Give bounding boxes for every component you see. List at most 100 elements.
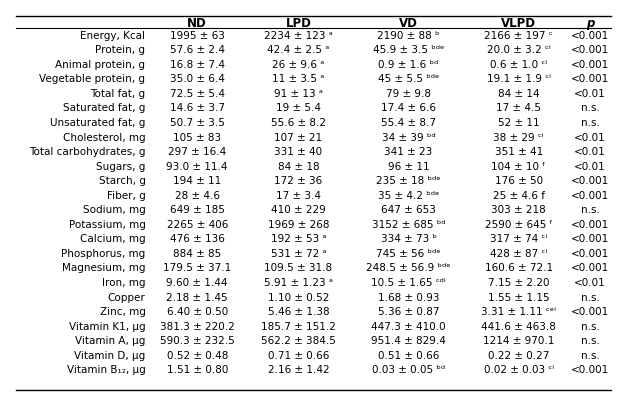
Text: <0.001: <0.001: [571, 74, 609, 84]
Text: Starch, g: Starch, g: [99, 176, 146, 186]
Text: n.s.: n.s.: [581, 118, 600, 128]
Text: 20.0 ± 3.2 ᶜⁱ: 20.0 ± 3.2 ᶜⁱ: [487, 45, 550, 55]
Text: 160.6 ± 72.1: 160.6 ± 72.1: [484, 263, 553, 273]
Text: 2190 ± 88 ᵇ: 2190 ± 88 ᵇ: [377, 31, 440, 41]
Text: 3.31 ± 1.11 ᶜᵉⁱ: 3.31 ± 1.11 ᶜᵉⁱ: [481, 307, 556, 317]
Text: 1995 ± 63: 1995 ± 63: [170, 31, 225, 41]
Text: <0.001: <0.001: [571, 176, 609, 186]
Text: Zinc, mg: Zinc, mg: [99, 307, 146, 317]
Text: 0.9 ± 1.6 ᵇᵈ: 0.9 ± 1.6 ᵇᵈ: [378, 60, 439, 70]
Text: 14.6 ± 3.7: 14.6 ± 3.7: [170, 103, 225, 113]
Text: 0.71 ± 0.66: 0.71 ± 0.66: [268, 351, 329, 361]
Text: 1.55 ± 1.15: 1.55 ± 1.15: [488, 293, 550, 302]
Text: <0.001: <0.001: [571, 220, 609, 230]
Text: Sodium, mg: Sodium, mg: [83, 205, 146, 215]
Text: 107 ± 21: 107 ± 21: [275, 133, 323, 142]
Text: Calcium, mg: Calcium, mg: [80, 234, 146, 244]
Text: 341 ± 23: 341 ± 23: [384, 147, 433, 157]
Text: 476 ± 136: 476 ± 136: [170, 234, 225, 244]
Text: 91 ± 13 ᵃ: 91 ± 13 ᵃ: [274, 89, 323, 99]
Text: 0.03 ± 0.05 ᵇᵈ: 0.03 ± 0.05 ᵇᵈ: [372, 365, 445, 375]
Text: VD: VD: [399, 17, 418, 30]
Text: 351 ± 41: 351 ± 41: [495, 147, 543, 157]
Text: 428 ± 87 ᶜⁱ: 428 ± 87 ᶜⁱ: [490, 249, 547, 259]
Text: <0.001: <0.001: [571, 263, 609, 273]
Text: 11 ± 3.5 ᵃ: 11 ± 3.5 ᵃ: [272, 74, 325, 84]
Text: 334 ± 73 ᵇ: 334 ± 73 ᵇ: [381, 234, 437, 244]
Text: <0.001: <0.001: [571, 307, 609, 317]
Text: 317 ± 74 ᶜⁱ: 317 ± 74 ᶜⁱ: [490, 234, 547, 244]
Text: 590.3 ± 232.5: 590.3 ± 232.5: [160, 336, 234, 346]
Text: Fiber, g: Fiber, g: [107, 191, 146, 201]
Text: 0.02 ± 0.03 ᶜⁱ: 0.02 ± 0.03 ᶜⁱ: [484, 365, 553, 375]
Text: 297 ± 16.4: 297 ± 16.4: [168, 147, 226, 157]
Text: 19 ± 5.4: 19 ± 5.4: [276, 103, 321, 113]
Text: 2.16 ± 1.42: 2.16 ± 1.42: [268, 365, 329, 375]
Text: <0.01: <0.01: [574, 133, 606, 142]
Text: 9.60 ± 1.44: 9.60 ± 1.44: [167, 278, 228, 288]
Text: 331 ± 40: 331 ± 40: [275, 147, 323, 157]
Text: 17 ± 3.4: 17 ± 3.4: [276, 191, 321, 201]
Text: 248.5 ± 56.9 ᵇᵈᵉ: 248.5 ± 56.9 ᵇᵈᵉ: [366, 263, 451, 273]
Text: 109.5 ± 31.8: 109.5 ± 31.8: [264, 263, 333, 273]
Text: Vitamin D, μg: Vitamin D, μg: [74, 351, 146, 361]
Text: 194 ± 11: 194 ± 11: [173, 176, 222, 186]
Text: Energy, Kcal: Energy, Kcal: [80, 31, 146, 41]
Text: 52 ± 11: 52 ± 11: [498, 118, 539, 128]
Text: Vegetable protein, g: Vegetable protein, g: [39, 74, 146, 84]
Text: 0.22 ± 0.27: 0.22 ± 0.27: [488, 351, 549, 361]
Text: 93.0 ± 11.4: 93.0 ± 11.4: [167, 162, 228, 172]
Text: Potassium, mg: Potassium, mg: [68, 220, 146, 230]
Text: 10.5 ± 1.65 ᶜᵈⁱ: 10.5 ± 1.65 ᶜᵈⁱ: [371, 278, 446, 288]
Text: 303 ± 218: 303 ± 218: [491, 205, 546, 215]
Text: 57.6 ± 2.4: 57.6 ± 2.4: [170, 45, 225, 55]
Text: 235 ± 18 ᵇᵈᵉ: 235 ± 18 ᵇᵈᵉ: [376, 176, 441, 186]
Text: 1214 ± 970.1: 1214 ± 970.1: [483, 336, 554, 346]
Text: 2590 ± 645 ᶠ: 2590 ± 645 ᶠ: [485, 220, 553, 230]
Text: <0.001: <0.001: [571, 191, 609, 201]
Text: 1.10 ± 0.52: 1.10 ± 0.52: [268, 293, 329, 302]
Text: n.s.: n.s.: [581, 351, 600, 361]
Text: 649 ± 185: 649 ± 185: [170, 205, 225, 215]
Text: 5.36 ± 0.87: 5.36 ± 0.87: [378, 307, 439, 317]
Text: 45 ± 5.5 ᵇᵈᵉ: 45 ± 5.5 ᵇᵈᵉ: [378, 74, 439, 84]
Text: 3152 ± 685 ᵇᵈ: 3152 ± 685 ᵇᵈ: [372, 220, 445, 230]
Text: Phosphorus, mg: Phosphorus, mg: [61, 249, 146, 259]
Text: 1.68 ± 0.93: 1.68 ± 0.93: [378, 293, 439, 302]
Text: 50.7 ± 3.5: 50.7 ± 3.5: [170, 118, 225, 128]
Text: 2234 ± 123 ᵃ: 2234 ± 123 ᵃ: [264, 31, 333, 41]
Text: 647 ± 653: 647 ± 653: [381, 205, 436, 215]
Text: 179.5 ± 37.1: 179.5 ± 37.1: [163, 263, 231, 273]
Text: 96 ± 11: 96 ± 11: [387, 162, 429, 172]
Text: 45.9 ± 3.5 ᵇᵈᵉ: 45.9 ± 3.5 ᵇᵈᵉ: [373, 45, 444, 55]
Text: LPD: LPD: [286, 17, 312, 30]
Text: 35 ± 4.2 ᵇᵈᵉ: 35 ± 4.2 ᵇᵈᵉ: [378, 191, 439, 201]
Text: 745 ± 56 ᵇᵈᵉ: 745 ± 56 ᵇᵈᵉ: [376, 249, 441, 259]
Text: 17.4 ± 6.6: 17.4 ± 6.6: [381, 103, 436, 113]
Text: 55.6 ± 8.2: 55.6 ± 8.2: [271, 118, 326, 128]
Text: n.s.: n.s.: [581, 103, 600, 113]
Text: 0.52 ± 0.48: 0.52 ± 0.48: [167, 351, 228, 361]
Text: 441.6 ± 463.8: 441.6 ± 463.8: [481, 322, 556, 332]
Text: 1.51 ± 0.80: 1.51 ± 0.80: [167, 365, 228, 375]
Text: Saturated fat, g: Saturated fat, g: [63, 103, 146, 113]
Text: n.s.: n.s.: [581, 293, 600, 302]
Text: 35.0 ± 6.4: 35.0 ± 6.4: [170, 74, 225, 84]
Text: 5.91 ± 1.23 ᵃ: 5.91 ± 1.23 ᵃ: [264, 278, 333, 288]
Text: VLPD: VLPD: [501, 17, 536, 30]
Text: Magnesium, mg: Magnesium, mg: [62, 263, 146, 273]
Text: 25 ± 4.6 f: 25 ± 4.6 f: [492, 191, 545, 201]
Text: 34 ± 39 ᵇᵈ: 34 ± 39 ᵇᵈ: [382, 133, 436, 142]
Text: Total carbohydrates, g: Total carbohydrates, g: [29, 147, 146, 157]
Text: 17 ± 4.5: 17 ± 4.5: [496, 103, 541, 113]
Text: <0.001: <0.001: [571, 31, 609, 41]
Text: 172 ± 36: 172 ± 36: [275, 176, 323, 186]
Text: n.s.: n.s.: [581, 336, 600, 346]
Text: 79 ± 9.8: 79 ± 9.8: [386, 89, 431, 99]
Text: 38 ± 29 ᶜⁱ: 38 ± 29 ᶜⁱ: [494, 133, 544, 142]
Text: <0.001: <0.001: [571, 249, 609, 259]
Text: <0.001: <0.001: [571, 365, 609, 375]
Text: 19.1 ± 1.9 ᶜⁱ: 19.1 ± 1.9 ᶜⁱ: [487, 74, 550, 84]
Text: 72.5 ± 5.4: 72.5 ± 5.4: [170, 89, 225, 99]
Text: 176 ± 50: 176 ± 50: [495, 176, 543, 186]
